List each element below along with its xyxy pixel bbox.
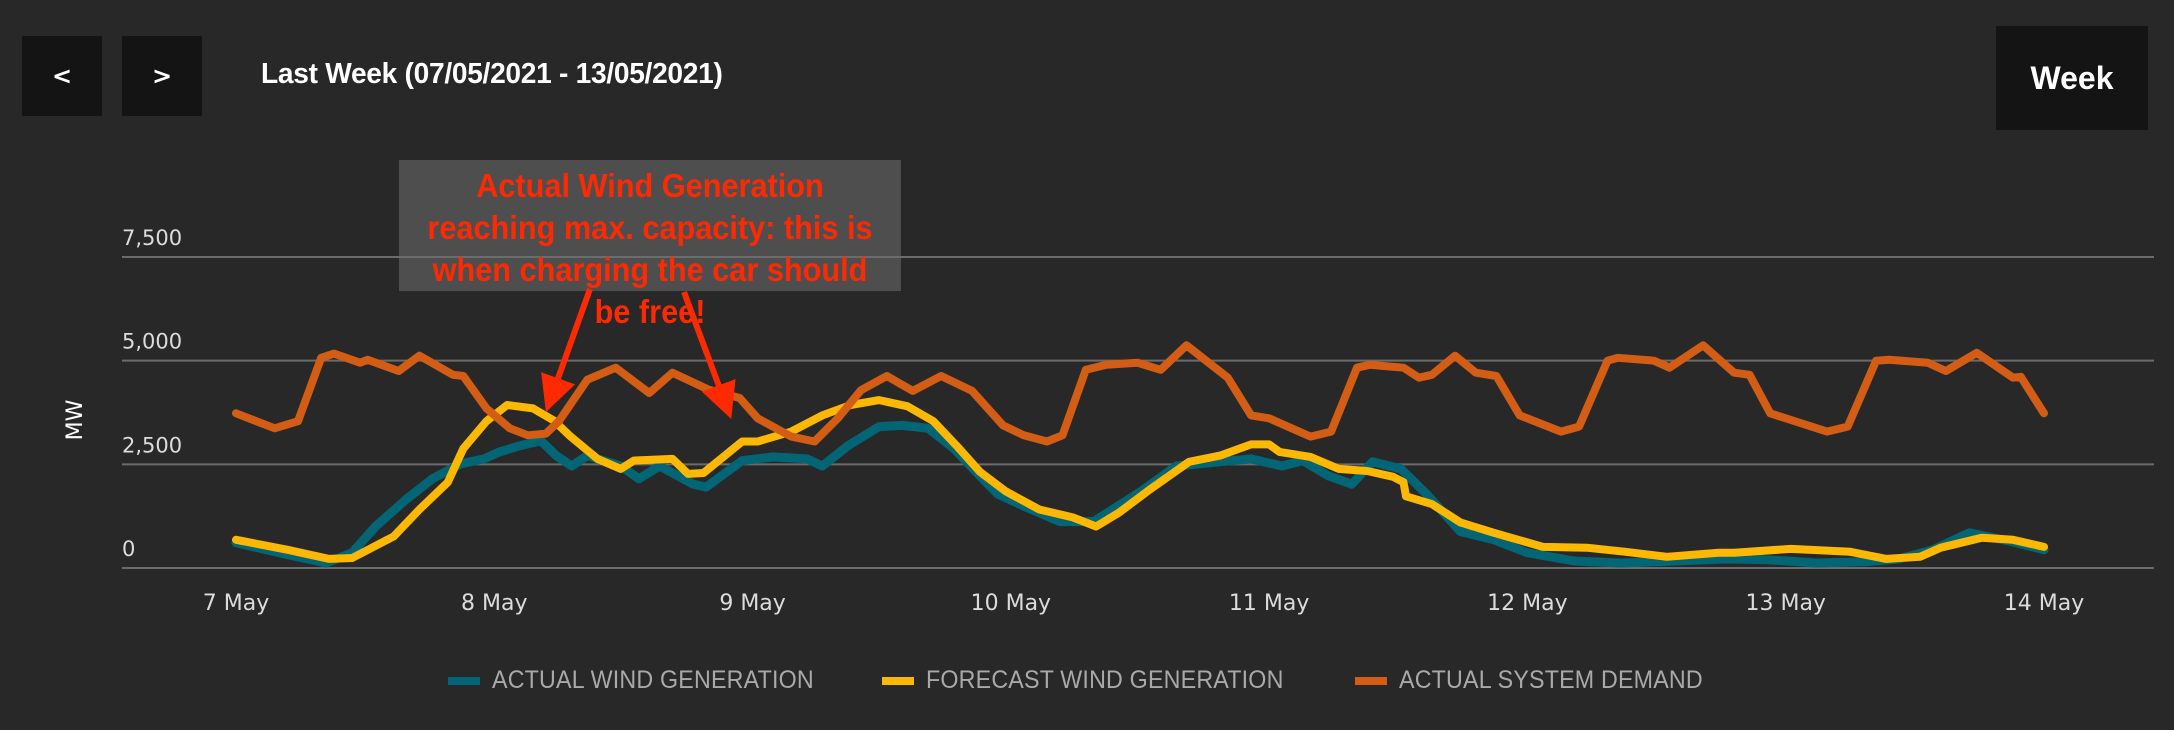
y-tick-label: 5,000 bbox=[122, 330, 182, 354]
y-axis-label: MW bbox=[63, 399, 88, 440]
x-tick-label: 14 May bbox=[2004, 591, 2084, 616]
legend-item-system-demand[interactable]: ACTUAL SYSTEM DEMAND bbox=[1354, 666, 1726, 695]
legend-swatch bbox=[448, 676, 481, 685]
annotation-text: Actual Wind Generation reaching max. cap… bbox=[427, 167, 873, 330]
legend-label: ACTUAL SYSTEM DEMAND bbox=[1398, 666, 1703, 694]
x-axis-ticks: 7 May 8 May 9 May 10 May 11 May 12 May 13 May 1… bbox=[203, 591, 2084, 616]
forecast-wind-generation-line bbox=[232, 396, 2048, 563]
date-range-title: Last Week (07/05/2021 - 13/05/2021) bbox=[261, 58, 723, 90]
x-tick-label: 8 May bbox=[461, 591, 527, 616]
actual-system-demand-line bbox=[232, 341, 2048, 446]
x-tick-label: 7 May bbox=[203, 591, 269, 616]
period-selector-button[interactable]: Week bbox=[1996, 26, 2148, 130]
y-tick-label: 2,500 bbox=[122, 433, 182, 457]
previous-week-button[interactable]: < bbox=[22, 36, 102, 116]
chart-legend: ACTUAL WIND GENERATION FORECAST WIND GEN… bbox=[0, 666, 2174, 695]
x-tick-label: 11 May bbox=[1229, 591, 1309, 616]
legend-label: ACTUAL WIND GENERATION bbox=[492, 666, 815, 694]
legend-item-actual-wind[interactable]: ACTUAL WIND GENERATION bbox=[448, 666, 838, 695]
y-axis-ticks: 0 2,500 5,000 7,500 bbox=[122, 226, 182, 561]
legend-swatch bbox=[882, 676, 915, 685]
x-tick-label: 9 May bbox=[719, 591, 785, 616]
x-tick-label: 13 May bbox=[1745, 591, 1825, 616]
annotation-box bbox=[399, 160, 901, 291]
next-week-button[interactable]: > bbox=[122, 36, 202, 116]
x-tick-label: 12 May bbox=[1487, 591, 1567, 616]
legend-swatch bbox=[1354, 676, 1387, 685]
y-tick-label: 0 bbox=[122, 537, 135, 561]
legend-item-forecast-wind[interactable]: FORECAST WIND GENERATION bbox=[882, 666, 1310, 695]
legend-label: FORECAST WIND GENERATION bbox=[926, 666, 1284, 694]
series-lines bbox=[231, 341, 2049, 568]
actual-wind-generation-line bbox=[231, 420, 2049, 568]
y-tick-label: 7,500 bbox=[122, 226, 182, 250]
x-tick-label: 10 May bbox=[971, 591, 1051, 616]
